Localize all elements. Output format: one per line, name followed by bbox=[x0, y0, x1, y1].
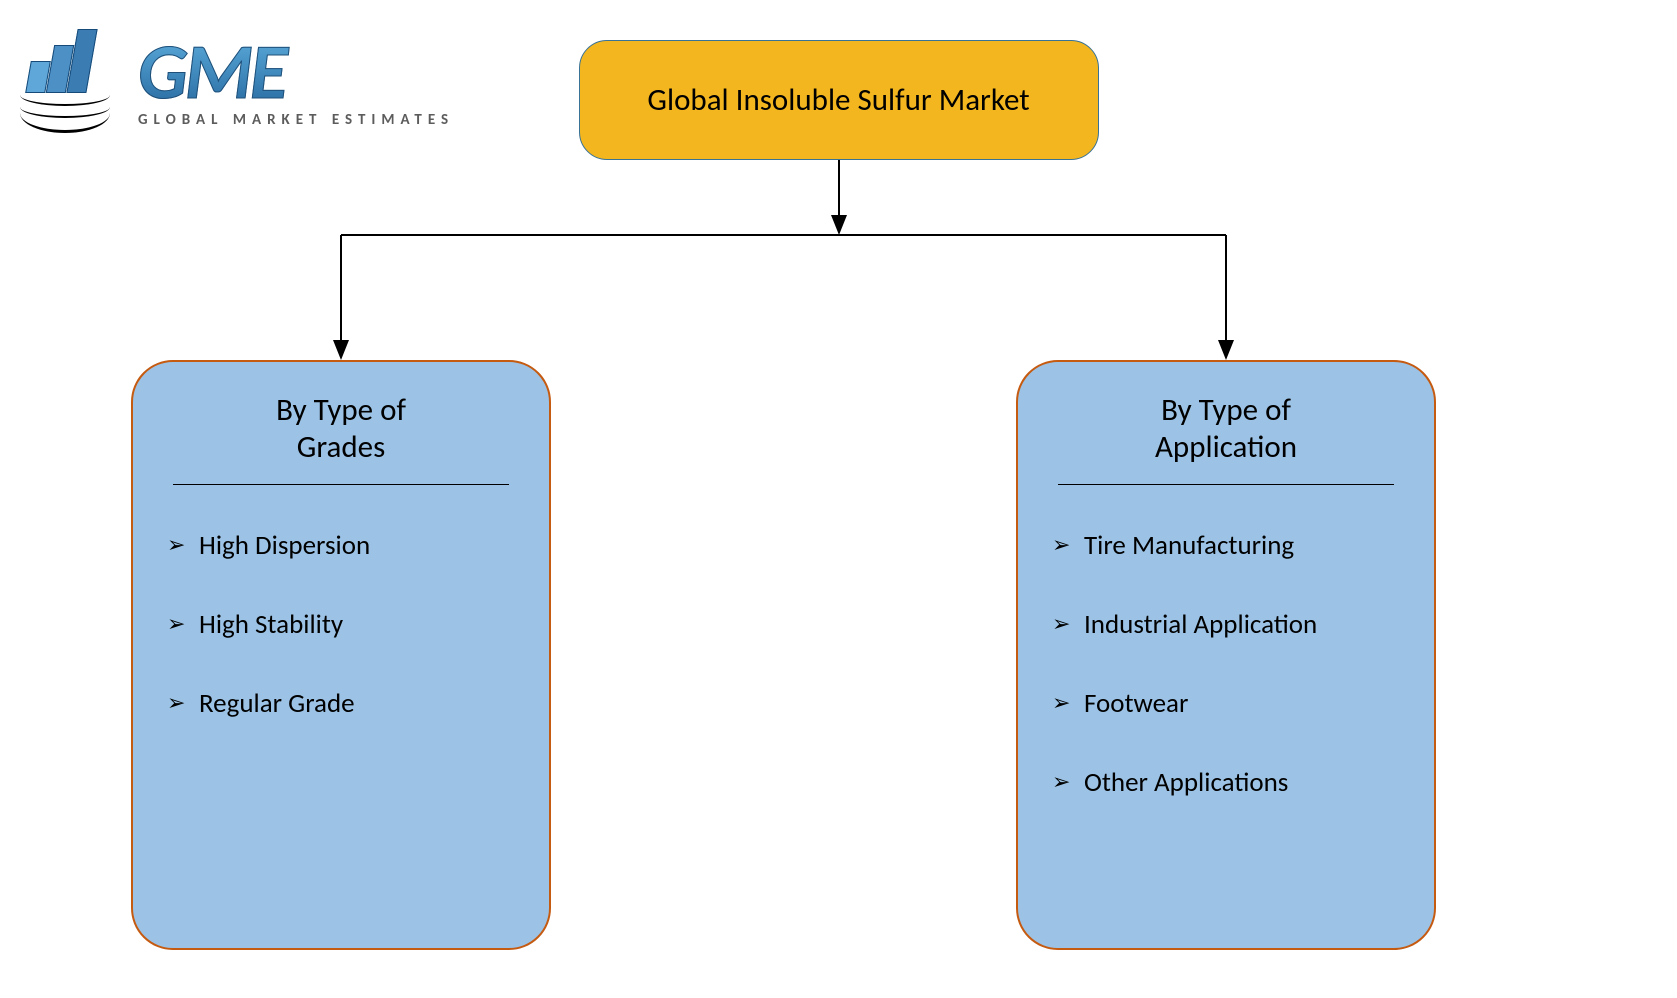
application-item: Footwear bbox=[1084, 687, 1400, 720]
application-title-line1: By Type of bbox=[1161, 391, 1291, 429]
root-label: Global Insoluble Sulfur Market bbox=[647, 81, 1029, 119]
grades-divider bbox=[173, 484, 509, 485]
application-item: Industrial Application bbox=[1084, 608, 1400, 641]
logo-subtitle: GLOBAL MARKET ESTIMATES bbox=[138, 111, 454, 129]
grades-title-line2: Grades bbox=[297, 428, 385, 466]
grades-item: Regular Grade bbox=[199, 687, 515, 720]
gme-logo: GME GLOBAL MARKET ESTIMATES bbox=[20, 18, 500, 148]
grades-node: By Type of Grades High Dispersion High St… bbox=[131, 360, 551, 950]
application-item: Other Applications bbox=[1084, 766, 1400, 799]
grades-item: High Dispersion bbox=[199, 529, 515, 562]
application-item: Tire Manufacturing bbox=[1084, 529, 1400, 562]
application-title: By Type of Application bbox=[1052, 392, 1400, 466]
logo-text: GME GLOBAL MARKET ESTIMATES bbox=[138, 37, 454, 129]
logo-acronym: GME bbox=[138, 37, 454, 107]
grades-item: High Stability bbox=[199, 608, 515, 641]
logo-mark bbox=[20, 33, 120, 133]
application-divider bbox=[1058, 484, 1394, 485]
application-node: By Type of Application Tire Manufacturin… bbox=[1016, 360, 1436, 950]
application-title-line2: Application bbox=[1155, 428, 1297, 466]
grades-list: High Dispersion High Stability Regular Gra… bbox=[167, 529, 515, 720]
root-node: Global Insoluble Sulfur Market bbox=[579, 40, 1099, 160]
grades-title: By Type of Grades bbox=[167, 392, 515, 466]
application-list: Tire Manufacturing Industrial Application… bbox=[1052, 529, 1400, 799]
grades-title-line1: By Type of bbox=[276, 391, 406, 429]
